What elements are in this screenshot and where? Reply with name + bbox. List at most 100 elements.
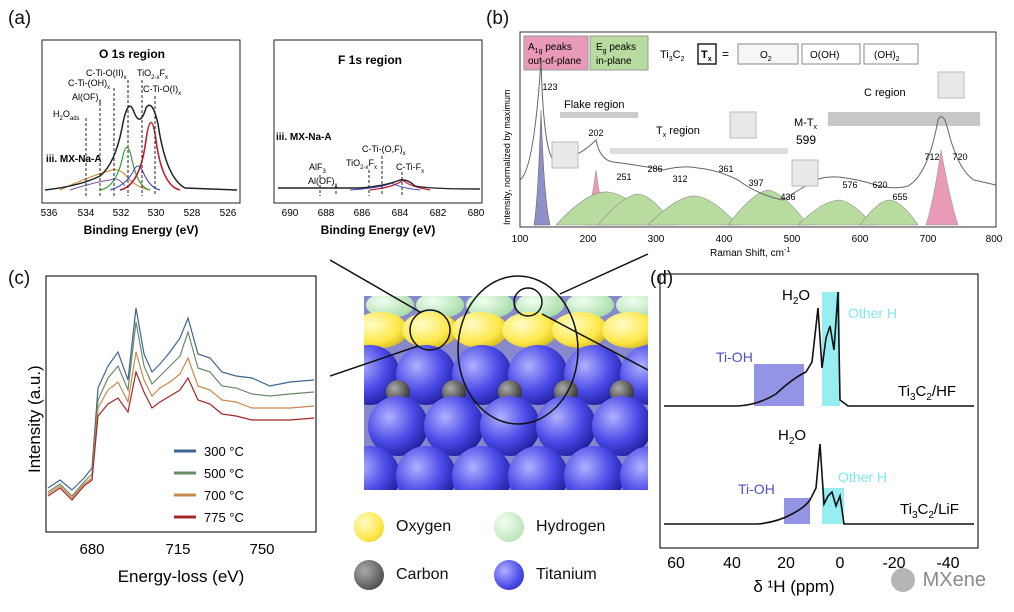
raman-tick: 200: [580, 234, 597, 245]
o1s-peak-red: [119, 121, 181, 191]
raman-peak-eg5: [797, 199, 874, 226]
carbon-sphere-icon: [354, 560, 384, 590]
nmr-tick: -40: [936, 555, 959, 572]
raman-peak-label: 655: [892, 192, 907, 202]
o1s-tick: 530: [148, 208, 165, 219]
nmr-bottom-h2o: H2O: [778, 427, 806, 447]
carbon-label: Carbon: [396, 566, 449, 583]
f1s-tick: 688: [318, 208, 335, 219]
zoom-line: [541, 313, 649, 371]
nmr-spectrum-bottom: [664, 443, 974, 525]
atom-legend-oxygen: Oxygen: [354, 512, 451, 542]
raman-peak-eg6: [859, 199, 919, 226]
nmr-tick: -20: [882, 555, 905, 572]
panel-d-nmr: H2O Ti-OH Other H Ti3C2/HF H2O Ti-OH Oth…: [659, 273, 979, 596]
nmr-spectrum-top: [664, 291, 974, 407]
legend-eg-box: [589, 35, 649, 71]
panel-a-xps: O 1s region iii. MX-Na-A H2Oads Al(OF)x …: [41, 39, 485, 237]
molecule-thumb: [937, 71, 965, 99]
atom-legend-titanium: Titanium: [494, 560, 597, 590]
f1s-xlabel: Binding Energy (eV): [321, 223, 436, 237]
zoom-ellipse: [457, 275, 579, 425]
legend-a1g-line2: out-of-plane: [528, 56, 582, 67]
eels-xlabel: Energy-loss (eV): [118, 567, 245, 586]
panel-label-d: (d): [650, 268, 674, 289]
raman-peak-label: 312: [672, 174, 687, 184]
o1s-peak-blue: [109, 165, 161, 191]
f1s-label-alof: Al(OF)x: [308, 176, 338, 189]
nmr-bottom-sample: Ti3C2/LiF: [900, 501, 959, 521]
atom-legend-carbon: Carbon: [354, 560, 448, 590]
oxygen-label: Oxygen: [396, 518, 452, 535]
raman-tick: 400: [716, 234, 733, 245]
nmr-xlabel: δ ¹H (ppm): [753, 577, 834, 596]
zoom-circle-right: [513, 287, 543, 317]
o1s-peak-purple: [69, 178, 126, 191]
raman-peak-label: 123: [542, 82, 557, 92]
c-region-label: C region: [864, 87, 906, 99]
hydrogen-label: Hydrogen: [536, 518, 606, 535]
raman-peak-label: 436: [780, 192, 795, 202]
o1s-label-h2o: H2Oads: [53, 109, 80, 122]
o1s-tick: 526: [220, 208, 237, 219]
o1s-tick: 536: [41, 208, 58, 219]
nmr-top-tioh: Ti-OH: [716, 349, 753, 365]
watermark: MXene: [890, 568, 986, 592]
raman-peak-label: 576: [842, 180, 857, 190]
o1s-label-alof: Al(OF)x: [72, 92, 102, 105]
nmr-bottom-tioh: Ti-OH: [738, 481, 775, 497]
f1s-label-f: C-Ti-Fx: [396, 162, 424, 175]
o1s-xlabel: Binding Energy (eV): [84, 223, 199, 237]
raman-peak-720: [925, 149, 959, 226]
legend-ooh: O(OH): [810, 50, 839, 61]
mtx-region-label: M-Tx: [794, 117, 818, 131]
panel-label-a: (a): [8, 8, 32, 29]
legend-ooh-box: [801, 43, 861, 65]
f1s-tick: 684: [392, 208, 409, 219]
legend-oh2: (OH)2: [874, 50, 900, 63]
raman-tick: 300: [648, 234, 665, 245]
raman-peak-eg3: [647, 195, 739, 226]
raman-peak-label: 286: [647, 164, 662, 174]
raman-peak-label: 251: [616, 172, 631, 182]
zoom-line: [330, 259, 421, 313]
f1s-title: F 1s region: [338, 53, 402, 67]
nmr-top-other: Other H: [848, 305, 897, 321]
panel-label-c: (c): [8, 268, 31, 289]
flake-region-label: Flake region: [564, 99, 625, 111]
legend-eg: Eg peaks: [596, 42, 636, 55]
o1s-label-oii: C-Ti-O(II)x: [86, 68, 127, 81]
titanium-layer: [364, 446, 648, 490]
oxygen-row: [364, 312, 648, 348]
titanium-layer: [364, 345, 648, 405]
zoom-line: [559, 253, 649, 295]
watermark-text: MXene: [922, 568, 986, 591]
legend-o2-box: [737, 43, 799, 65]
titanium-label: Titanium: [536, 566, 597, 583]
o1s-tick: 532: [113, 208, 130, 219]
legend-oh2-box: [863, 43, 919, 65]
eels-legend-700: 700 °C: [204, 488, 244, 503]
eels-tick: 750: [249, 541, 274, 558]
o1s-tick: 534: [78, 208, 95, 219]
o1s-peak-orange: [59, 169, 151, 191]
f1s-label-tio2: TiO2-xFx: [346, 158, 377, 171]
hydrogen-sphere-icon: [494, 512, 524, 542]
legend-tx: Tx: [701, 49, 712, 63]
eels-trace-775: [47, 369, 315, 501]
f1s-sample: iii. MX-Na-A: [276, 132, 332, 143]
zoom-line: [330, 345, 419, 377]
raman-peak-label: 712: [924, 152, 939, 162]
nmr-top-h2o: H2O: [782, 287, 810, 307]
eels-trace-500: [47, 321, 315, 497]
raman-peak-label: 599: [796, 133, 816, 147]
eels-ylabel: Intensity (a.u.): [25, 365, 44, 473]
legend-o2: O2: [760, 50, 772, 63]
o1s-title: O 1s region: [99, 47, 165, 61]
eels-legend-775: 775 °C: [204, 510, 244, 525]
nmr-tick: 0: [836, 555, 845, 572]
c-region-bar: [828, 112, 980, 126]
f1s-tick: 690: [282, 208, 299, 219]
f1s-tick: 680: [468, 208, 485, 219]
tx-region-label: Tx region: [656, 125, 700, 139]
